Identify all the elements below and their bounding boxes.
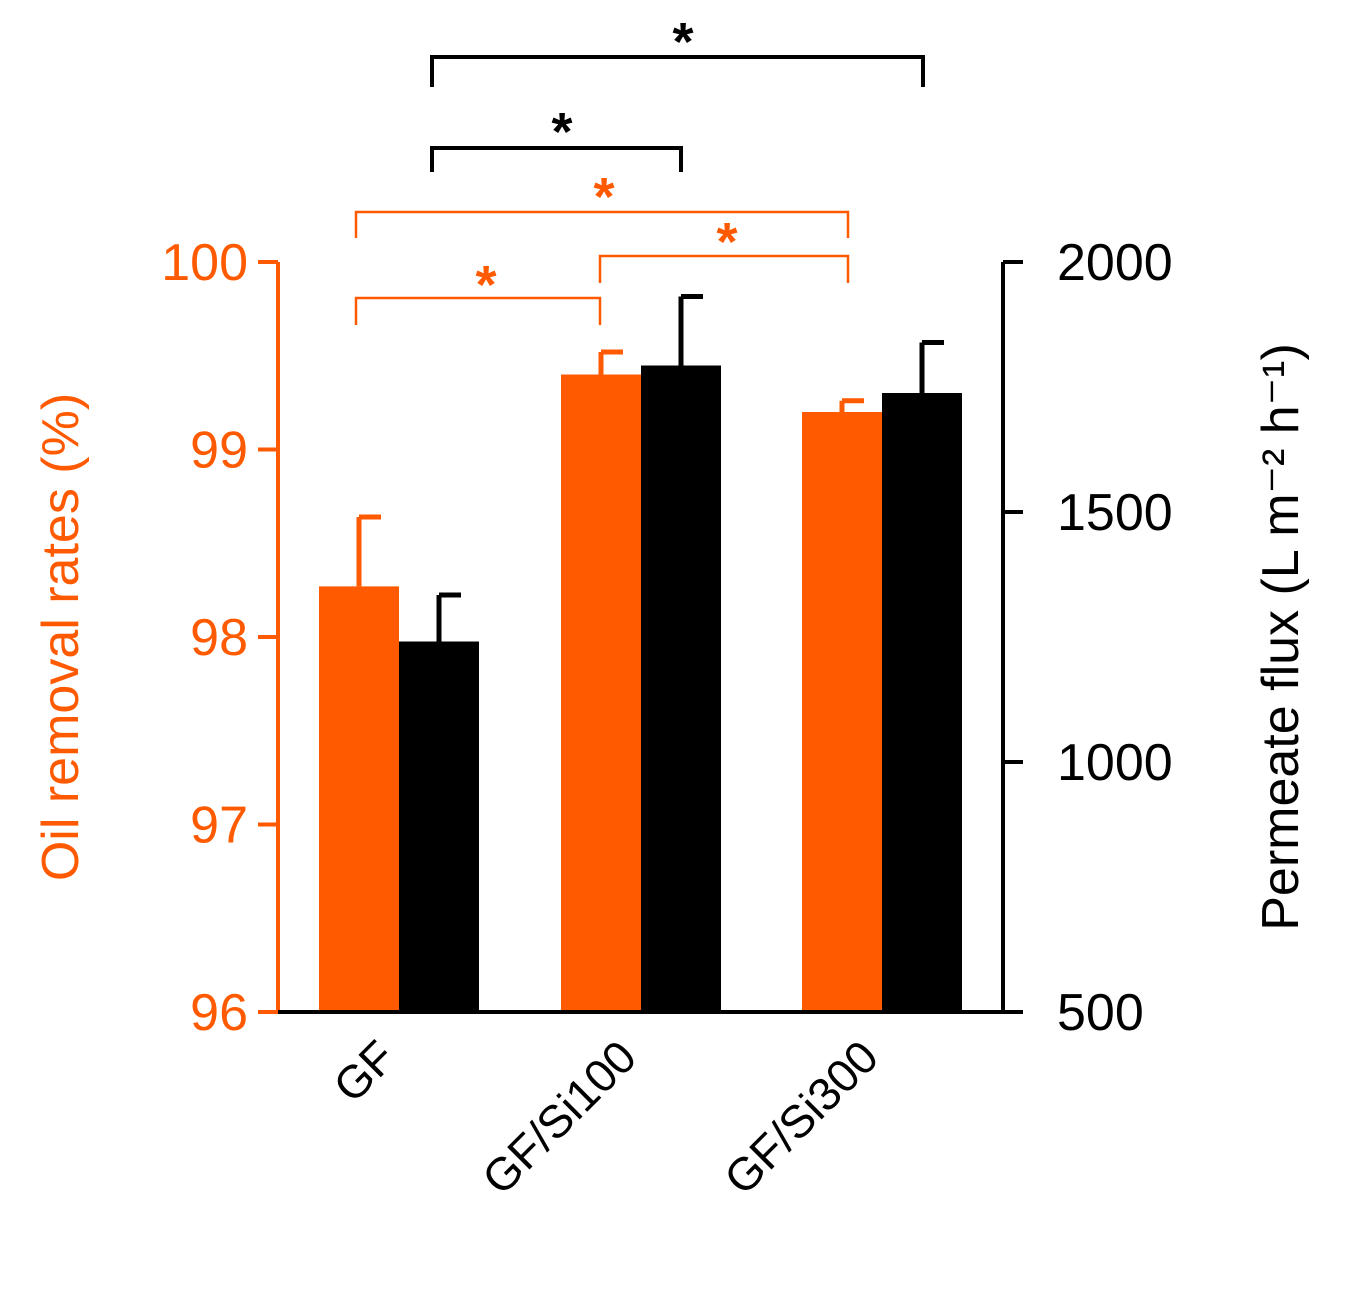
- significance-star: *: [672, 12, 693, 72]
- left-tick-label: 100: [161, 234, 248, 292]
- right-tick-label: 2000: [1057, 234, 1173, 292]
- significance-bracket: [354, 296, 602, 325]
- bar-oil-removal-1: [561, 374, 641, 1012]
- significance-bracket: [430, 146, 683, 172]
- significance-bracket: [354, 210, 850, 238]
- left-tick-label: 96: [190, 984, 248, 1042]
- left-axis-title: Oil removal rates (%): [32, 393, 90, 881]
- right-tick-label: 1000: [1057, 734, 1173, 792]
- significance-star: *: [475, 255, 496, 315]
- bar-permeate-flux-1: [641, 365, 721, 1012]
- bar-permeate-flux-0: [399, 641, 479, 1012]
- significance-star: *: [593, 167, 614, 227]
- significance-star: *: [716, 212, 737, 272]
- right-axis-title: Permeate flux (L m⁻² h⁻¹): [1252, 343, 1310, 931]
- bar-permeate-flux-2: [882, 393, 962, 1012]
- left-tick-label: 99: [190, 422, 248, 480]
- bar-oil-removal-2: [802, 412, 882, 1012]
- left-tick-label: 98: [190, 609, 248, 667]
- significance-bracket: [430, 55, 925, 87]
- right-tick-label: 1500: [1057, 484, 1173, 542]
- category-label: GF/Si300: [714, 1030, 888, 1204]
- category-label: GF: [323, 1030, 405, 1112]
- bar-oil-removal-0: [319, 586, 399, 1012]
- right-tick-label: 500: [1057, 984, 1144, 1042]
- significance-bracket: [598, 254, 850, 283]
- category-label: GF/Si100: [472, 1030, 646, 1204]
- significance-star: *: [551, 102, 572, 162]
- left-tick-label: 97: [190, 797, 248, 855]
